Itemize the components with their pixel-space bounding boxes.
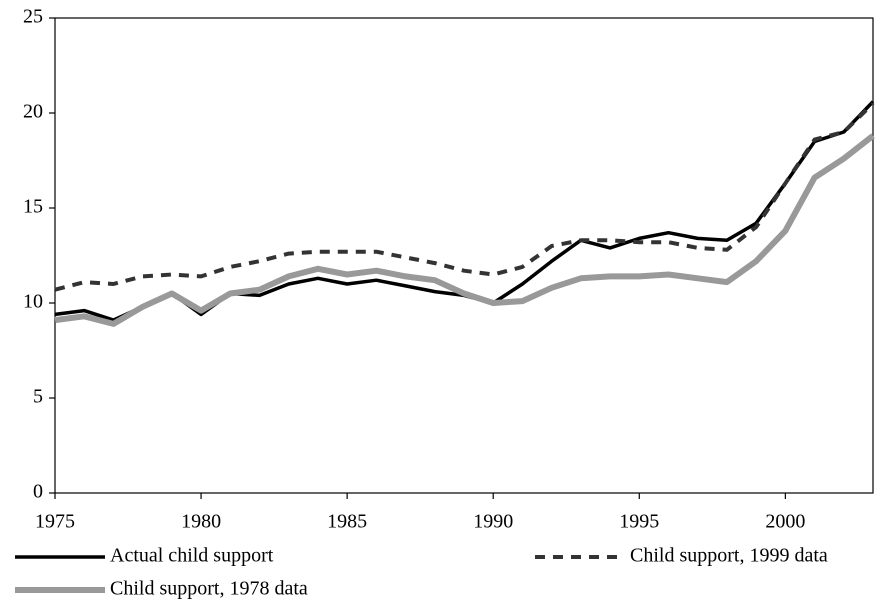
y-tick-label: 25	[23, 6, 43, 28]
x-tick-label: 1990	[473, 511, 513, 533]
series-line	[54, 133, 875, 327]
series-line	[54, 100, 875, 322]
x-tick-label: 1985	[327, 511, 367, 533]
y-tick-label: 0	[33, 481, 43, 503]
x-tick-label: 1980	[181, 511, 221, 533]
x-tick-label: 2000	[765, 511, 805, 533]
y-tick-label: 5	[33, 386, 43, 408]
legend-label: Child support, 1999 data	[630, 545, 828, 567]
series-line	[54, 102, 875, 292]
x-tick-label: 1995	[619, 511, 659, 533]
legend-label: Actual child support	[110, 545, 274, 567]
x-tick-label: 1975	[35, 511, 75, 533]
plot-frame	[54, 17, 874, 494]
legend-label: Child support, 1978 data	[110, 578, 308, 600]
y-tick-label: 20	[23, 101, 43, 123]
y-tick-label: 15	[23, 196, 43, 218]
y-tick-label: 10	[23, 291, 43, 313]
